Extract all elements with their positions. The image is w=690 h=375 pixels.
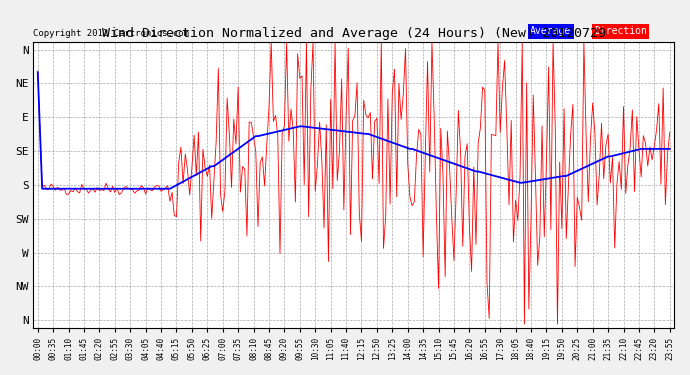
Text: Copyright 2012 Cartronics.com: Copyright 2012 Cartronics.com: [33, 29, 189, 38]
Text: Average: Average: [530, 26, 571, 36]
Title: Wind Direction Normalized and Average (24 Hours) (New) 20120729: Wind Direction Normalized and Average (2…: [101, 27, 606, 40]
Text: Direction: Direction: [594, 26, 647, 36]
